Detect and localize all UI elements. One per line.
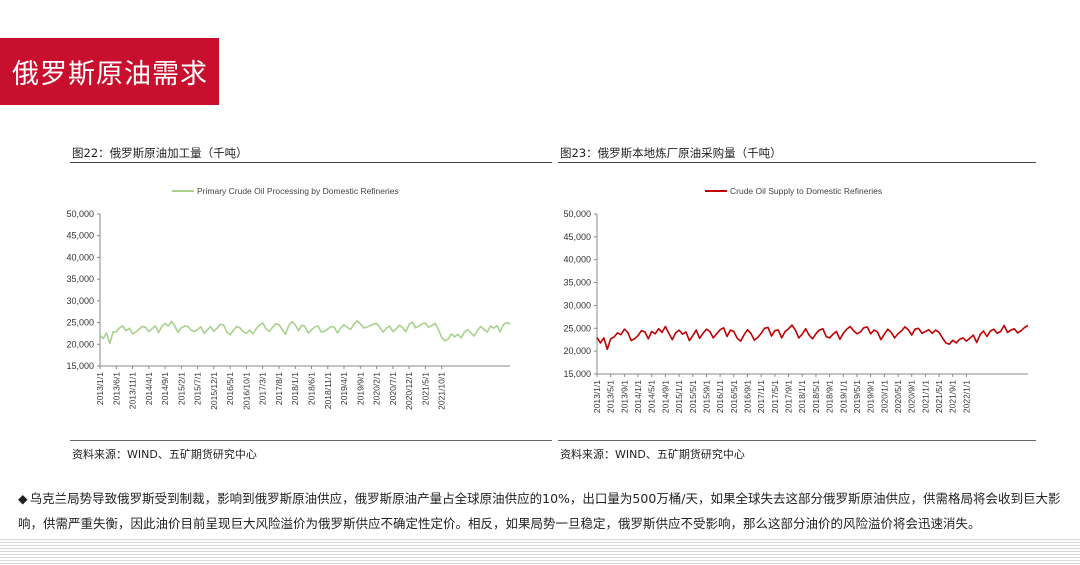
y-tick-label: 20,000 [66,339,94,349]
series-line [99,320,511,345]
x-tick-label: 2019/9/1 [355,372,365,405]
x-tick-label: 2017/3/1 [258,372,268,405]
legend-label: Primary Crude Oil Processing by Domestic… [197,186,399,196]
x-tick-label: 2016/1/1 [715,380,725,413]
y-tick-label: 45,000 [563,232,591,242]
x-tick-label: 2015/12/1 [209,372,219,410]
left-top-rule [70,162,552,163]
y-tick-label: 25,000 [66,318,94,328]
y-tick-label: 35,000 [66,274,94,284]
x-tick-label: 2020/7/1 [388,372,398,405]
x-tick-label: 2015/9/1 [701,380,711,413]
x-tick-label: 2017/8/1 [274,372,284,405]
right-source-note: 资料来源：WIND、五矿期货研究中心 [560,448,745,461]
y-tick-label: 40,000 [66,252,94,262]
section-title: 俄罗斯原油需求 [12,59,208,90]
y-tick-label: 15,000 [563,369,591,379]
x-tick-label: 2016/5/1 [225,372,235,405]
x-tick-label: 2016/5/1 [729,380,739,413]
x-tick-label: 2020/12/1 [404,372,414,410]
x-tick-label: 2019/1/1 [838,380,848,413]
x-tick-label: 2013/5/1 [606,380,616,413]
legend-label: Crude Oil Supply to Domestic Refineries [730,186,882,196]
x-tick-label: 2013/1/1 [592,380,602,413]
right-bottom-rule [558,440,1036,441]
x-tick-label: 2014/1/1 [633,380,643,413]
y-tick-label: 30,000 [563,300,591,310]
x-tick-label: 2016/9/1 [743,380,753,413]
x-tick-label: 2018/1/1 [797,380,807,413]
x-tick-label: 2019/5/1 [852,380,862,413]
footer-stripes [0,539,1080,565]
x-tick-label: 2018/5/1 [811,380,821,413]
x-tick-label: 2014/9/1 [660,380,670,413]
y-tick-label: 30,000 [66,296,94,306]
series-line [596,324,1029,351]
x-tick-label: 2018/1/1 [290,372,300,405]
x-tick-label: 2013/6/1 [111,372,121,405]
analysis-paragraph: ◆ 乌克兰局势导致俄罗斯受到制裁，影响到俄罗斯原油供应，俄罗斯原油产量占全球原油供… [18,486,1078,536]
x-tick-label: 2016/10/1 [241,372,251,410]
left-bottom-rule [70,440,552,441]
x-tick-label: 2021/5/1 [934,380,944,413]
y-tick-label: 40,000 [563,255,591,265]
x-tick-label: 2017/9/1 [784,380,794,413]
x-tick-label: 2017/5/1 [770,380,780,413]
analysis-text: 乌克兰局势导致俄罗斯受到制裁，影响到俄罗斯原油供应，俄罗斯原油产量占全球原油供应… [18,491,1061,531]
x-tick-label: 2018/11/1 [323,372,333,409]
section-title-bar: 俄罗斯原油需求 [0,38,219,105]
x-tick-label: 2014/9/1 [160,372,170,405]
right-top-rule [558,162,1036,163]
y-tick-label: 45,000 [66,231,94,241]
x-tick-label: 2020/5/1 [893,380,903,413]
y-tick-label: 35,000 [563,278,591,288]
bullet-diamond-icon: ◆ [18,491,28,506]
x-tick-label: 2014/4/1 [144,372,154,405]
x-tick-label: 2018/9/1 [825,380,835,413]
x-tick-label: 2015/2/1 [176,372,186,405]
x-tick-label: 2020/2/1 [372,372,382,405]
right-line-chart: Crude Oil Supply to Domestic Refineries 1… [563,186,1029,413]
x-tick-label: 2017/1/1 [756,380,766,413]
left-line-chart: Primary Crude Oil Processing by Domestic… [66,186,511,410]
right-figure-title: 图23：俄罗斯本地炼厂原油采购量（千吨） [560,146,782,160]
left-source-note: 资料来源：WIND、五矿期货研究中心 [72,448,257,461]
y-tick-label: 50,000 [66,209,94,219]
x-tick-label: 2020/1/1 [879,380,889,413]
x-tick-label: 2018/6/1 [307,372,317,405]
x-tick-label: 2013/9/1 [619,380,629,413]
x-tick-label: 2021/5/1 [420,372,430,405]
x-tick-label: 2014/5/1 [647,380,657,413]
y-tick-label: 25,000 [563,323,591,333]
x-tick-label: 2015/7/1 [193,372,203,405]
x-tick-label: 2013/1/1 [95,372,105,405]
x-tick-label: 2022/1/1 [961,380,971,413]
y-tick-label: 50,000 [563,209,591,219]
x-tick-label: 2019/9/1 [866,380,876,413]
x-tick-label: 2021/9/1 [948,380,958,413]
x-tick-label: 2015/5/1 [688,380,698,413]
x-tick-label: 2021/10/1 [437,372,447,410]
x-tick-label: 2013/11/1 [128,372,138,409]
x-tick-label: 2015/1/1 [674,380,684,413]
y-tick-label: 15,000 [66,361,94,371]
y-tick-label: 20,000 [563,346,591,356]
x-tick-label: 2019/4/1 [339,372,349,405]
x-tick-label: 2020/9/1 [907,380,917,413]
left-figure-title: 图22：俄罗斯原油加工量（千吨） [72,146,248,160]
x-tick-label: 2021/1/1 [920,380,930,413]
